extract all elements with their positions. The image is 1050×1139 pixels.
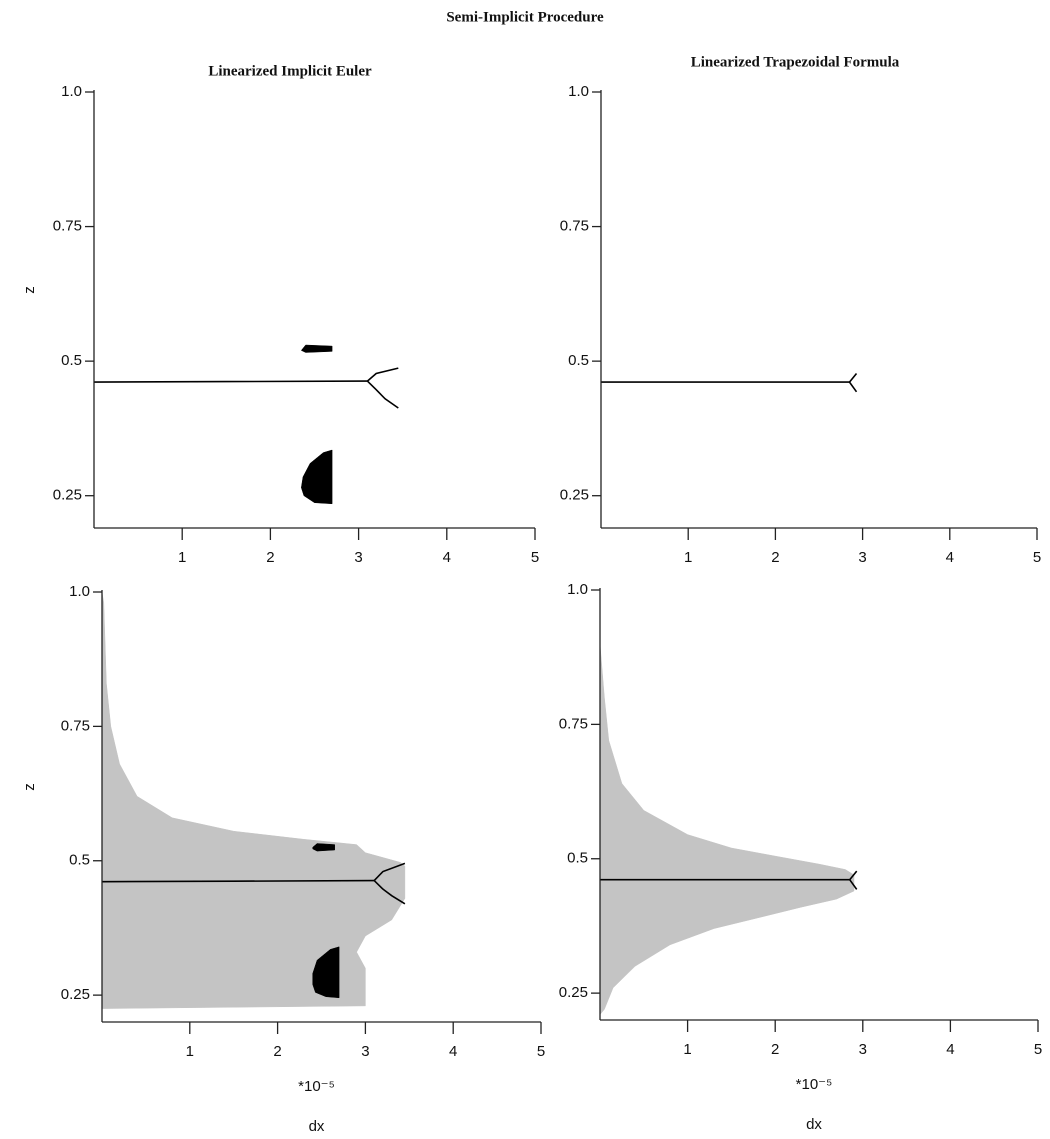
x-tick-label: 4 (946, 549, 954, 566)
y-tick-label: 0.75 (560, 218, 589, 235)
x-tick-label: 2 (771, 549, 779, 566)
region (301, 449, 333, 505)
y-tick-label: 1.0 (568, 83, 589, 100)
y-tick-label: 1.0 (69, 583, 90, 600)
y-axis-label: z (21, 286, 38, 294)
column-title: Linearized Implicit Euler (208, 63, 372, 79)
y-tick-label: 0.25 (560, 487, 589, 504)
region (101, 591, 406, 1009)
curve (849, 870, 858, 881)
y-tick-label: 0.5 (568, 352, 589, 369)
x-axis-unit: *10⁻⁵ (298, 1078, 335, 1095)
x-tick-label: 3 (859, 1041, 867, 1058)
x-tick-label: 1 (683, 1041, 691, 1058)
figure-title: Semi-Implicit Procedure (446, 9, 604, 25)
y-tick-label: 0.75 (559, 715, 588, 732)
curve (373, 862, 406, 882)
region (312, 843, 335, 852)
y-tick-label: 0.5 (567, 850, 588, 867)
x-tick-label: 3 (858, 549, 866, 566)
y-tick-label: 0.5 (69, 852, 90, 869)
region (300, 344, 333, 353)
x-tick-label: 3 (354, 549, 362, 566)
curve (849, 879, 858, 890)
y-tick-label: 0.25 (61, 986, 90, 1003)
curve (101, 879, 375, 883)
x-tick-label: 1 (684, 549, 692, 566)
x-tick-label: 2 (771, 1041, 779, 1058)
x-tick-label: 4 (449, 1043, 457, 1060)
curve (366, 367, 399, 382)
x-axis-label: dx (309, 1118, 325, 1135)
curve (848, 372, 858, 383)
x-tick-label: 1 (178, 549, 186, 566)
x-tick-label: 5 (537, 1043, 545, 1060)
y-tick-label: 0.5 (61, 352, 82, 369)
x-tick-label: 4 (443, 549, 451, 566)
curve (848, 381, 858, 393)
curve (373, 880, 406, 905)
y-axis-label: z (21, 783, 38, 791)
region (599, 643, 855, 1016)
y-tick-label: 0.25 (559, 984, 588, 1001)
x-axis-label: dx (806, 1116, 822, 1133)
y-tick-label: 0.25 (53, 487, 82, 504)
x-tick-label: 2 (266, 549, 274, 566)
column-title: Linearized Trapezoidal Formula (691, 54, 900, 70)
x-tick-label: 5 (531, 549, 539, 566)
x-tick-label: 2 (273, 1043, 281, 1060)
region (312, 946, 340, 999)
curve (93, 380, 368, 383)
x-tick-label: 5 (1033, 549, 1041, 566)
y-tick-label: 0.75 (61, 717, 90, 734)
x-tick-label: 3 (361, 1043, 369, 1060)
curve (366, 380, 399, 409)
x-tick-label: 1 (186, 1043, 194, 1060)
y-tick-label: 1.0 (567, 581, 588, 598)
x-tick-label: 4 (946, 1041, 954, 1058)
y-tick-label: 0.75 (53, 218, 82, 235)
x-axis-unit: *10⁻⁵ (796, 1076, 833, 1093)
x-tick-label: 5 (1034, 1041, 1042, 1058)
y-tick-label: 1.0 (61, 83, 82, 100)
